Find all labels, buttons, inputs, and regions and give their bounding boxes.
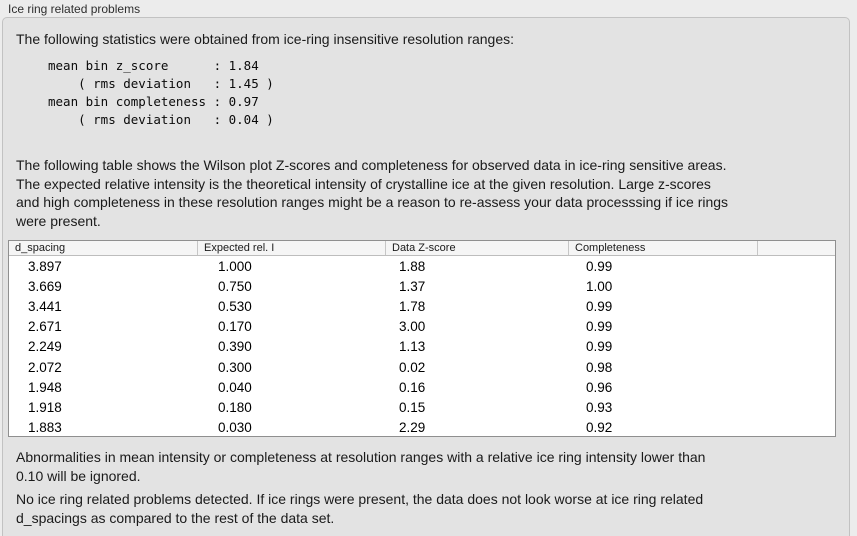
table-row[interactable]: 1.918 0.180 0.15 0.93: [9, 397, 835, 417]
cell-data-z-score: 0.02: [399, 359, 426, 375]
table-row[interactable]: 1.948 0.040 0.16 0.96: [9, 377, 835, 397]
intro-text: The following statistics were obtained f…: [16, 31, 515, 47]
column-header-d-spacing[interactable]: d_spacing: [15, 242, 66, 254]
cell-expected-rel-i: 0.390: [218, 339, 252, 355]
column-header-data-z-score[interactable]: Data Z-score: [385, 241, 568, 255]
conclusion-note: No ice ring related problems detected. I…: [16, 491, 704, 526]
cell-data-z-score: 1.13: [399, 339, 426, 355]
cell-expected-rel-i: 0.750: [218, 278, 252, 294]
column-header-completeness[interactable]: Completeness: [568, 241, 757, 255]
cell-expected-rel-i: 1.000: [218, 258, 252, 274]
cell-data-z-score: 0.15: [399, 399, 426, 415]
table-row[interactable]: 2.072 0.300 0.02 0.98: [9, 357, 835, 377]
cell-completeness: 1.00: [586, 278, 613, 294]
ignore-note: Abnormalities in mean intensity or compl…: [16, 449, 706, 484]
table-row[interactable]: 2.671 0.170 3.00 0.99: [9, 317, 835, 337]
column-header-empty: [757, 241, 835, 255]
cell-d-spacing: 2.671: [28, 319, 62, 335]
cell-completeness: 0.92: [586, 420, 613, 436]
cell-expected-rel-i: 0.030: [218, 420, 252, 436]
stats-block: mean bin z_score : 1.84 ( rms deviation …: [48, 58, 274, 127]
cell-expected-rel-i: 0.530: [218, 298, 252, 314]
table-row[interactable]: 3.897 1.000 1.88 0.99: [9, 256, 835, 276]
table-body: 3.897 1.000 1.88 0.99 3.669 0.750 1.37 1…: [9, 256, 835, 438]
table-row[interactable]: 2.249 0.390 1.13 0.99: [9, 337, 835, 357]
cell-data-z-score: 1.78: [399, 298, 426, 314]
cell-d-spacing: 2.249: [28, 339, 62, 355]
table-row[interactable]: 3.669 0.750 1.37 1.00: [9, 276, 835, 296]
cell-d-spacing: 3.669: [28, 278, 62, 294]
column-header-expected-rel-i[interactable]: Expected rel. I: [197, 241, 385, 255]
cell-d-spacing: 1.918: [28, 399, 62, 415]
cell-completeness: 0.99: [586, 339, 613, 355]
section-title: Ice ring related problems: [8, 2, 141, 16]
cell-expected-rel-i: 0.040: [218, 379, 252, 395]
cell-data-z-score: 1.37: [399, 278, 426, 294]
cell-d-spacing: 3.441: [28, 298, 62, 314]
cell-completeness: 0.99: [586, 319, 613, 335]
ice-ring-panel: The following statistics were obtained f…: [2, 17, 850, 536]
cell-d-spacing: 3.897: [28, 258, 62, 274]
cell-data-z-score: 1.88: [399, 258, 426, 274]
cell-d-spacing: 1.883: [28, 420, 62, 436]
cell-completeness: 0.99: [586, 298, 613, 314]
ice-ring-table: d_spacing Expected rel. I Data Z-score C…: [8, 240, 836, 437]
cell-expected-rel-i: 0.170: [218, 319, 252, 335]
cell-completeness: 0.96: [586, 379, 613, 395]
table-description: The following table shows the Wilson plo…: [16, 157, 729, 229]
cell-expected-rel-i: 0.180: [218, 399, 252, 415]
cell-d-spacing: 1.948: [28, 379, 62, 395]
cell-expected-rel-i: 0.300: [218, 359, 252, 375]
cell-completeness: 0.99: [586, 258, 613, 274]
table-header-row: d_spacing Expected rel. I Data Z-score C…: [9, 241, 835, 256]
cell-data-z-score: 2.29: [399, 420, 426, 436]
cell-completeness: 0.93: [586, 399, 613, 415]
cell-d-spacing: 2.072: [28, 359, 62, 375]
table-row[interactable]: 3.441 0.530 1.78 0.99: [9, 296, 835, 316]
cell-completeness: 0.98: [586, 359, 613, 375]
cell-data-z-score: 0.16: [399, 379, 426, 395]
cell-data-z-score: 3.00: [399, 319, 426, 335]
table-row[interactable]: 1.883 0.030 2.29 0.92: [9, 418, 835, 438]
